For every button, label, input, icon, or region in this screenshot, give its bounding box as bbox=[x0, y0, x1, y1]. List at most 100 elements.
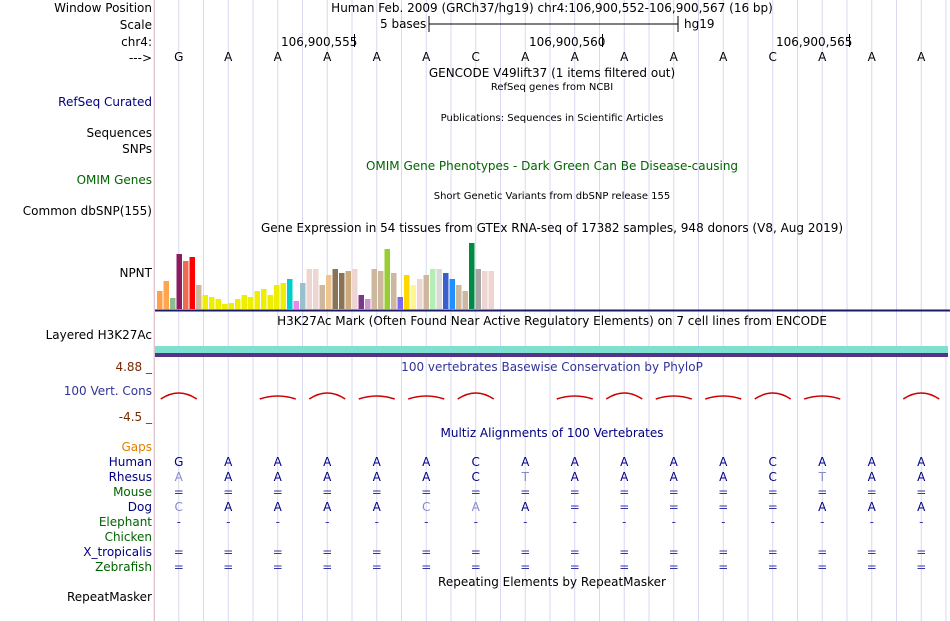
gtex-tissue-bar[interactable]: Esophagus - GE Junction bbox=[332, 269, 339, 309]
gtex-tissue-bar[interactable]: Fallopian Tube bbox=[352, 269, 358, 309]
gtex-tissue-bar[interactable]: Breast - Mammary Tissue bbox=[287, 279, 293, 309]
species-label[interactable]: Mouse bbox=[113, 485, 152, 499]
gtex-tissue-bar[interactable]: Pancreas bbox=[423, 275, 430, 309]
publications-track-title[interactable]: Publications: Sequences in Scientific Ar… bbox=[440, 113, 664, 124]
gtex-tissue-bar[interactable]: Brain - Cerebellar Hemisphere bbox=[222, 304, 228, 309]
species-label[interactable]: Zebrafish bbox=[95, 560, 152, 574]
alignment-cell: A bbox=[323, 500, 332, 514]
gtex-tissue-bar[interactable]: Heart - Left Ventricle bbox=[365, 299, 371, 309]
gtex-tissue-bar[interactable]: Brain - Cortex bbox=[235, 299, 241, 309]
gtex-gene-label[interactable]: NPNT bbox=[119, 266, 152, 280]
layered-h3k27ac-label[interactable]: Layered H3K27Ac bbox=[45, 328, 152, 342]
gtex-tissue-bar[interactable]: Cells - EBV lymphocytes bbox=[293, 301, 300, 309]
gtex-tissue-bar[interactable]: Brain - Cerebellum bbox=[228, 303, 235, 309]
gtex-tissue-bar[interactable]: Bladder bbox=[196, 285, 202, 309]
gtex-tissue-bar[interactable]: Esophagus - Muscularis bbox=[345, 271, 352, 309]
gtex-tissue-bar[interactable]: Cells - Fibroblasts bbox=[300, 283, 306, 309]
gtex-tissue-bar[interactable]: Ovary bbox=[417, 279, 423, 309]
h3k27ac-track-title[interactable]: H3K27Ac Mark (Often Found Near Active Re… bbox=[277, 314, 827, 328]
gtex-tissue-bar[interactable]: Spleen bbox=[462, 291, 469, 309]
sequences-label[interactable]: Sequences bbox=[86, 126, 152, 140]
gtex-tissue-bar[interactable]: Brain - Spinal cord bbox=[274, 285, 280, 309]
base-letter: A bbox=[521, 50, 530, 64]
alignment-cell: - bbox=[671, 515, 676, 529]
dbsnp-track-title[interactable]: Short Genetic Variants from dbSNP releas… bbox=[433, 191, 671, 202]
gtex-tissue-bar[interactable]: Brain - Putamen bbox=[267, 295, 274, 309]
gtex-tissue-bar[interactable]: Brain - Amygdala bbox=[202, 295, 209, 309]
common-dbsnp-label[interactable]: Common dbSNP(155) bbox=[22, 204, 152, 218]
multiz-track-title[interactable]: Multiz Alignments of 100 Vertebrates bbox=[440, 426, 664, 440]
gtex-tissue-bar[interactable]: Liver bbox=[384, 249, 391, 309]
gtex-tissue-bar[interactable]: Colon - Transverse bbox=[326, 275, 332, 309]
gtex-tissue-bar[interactable]: Artery - Aorta bbox=[176, 254, 183, 309]
gtex-tissue-bar[interactable]: Adipose - Visceral bbox=[163, 281, 170, 309]
vert-cons-label[interactable]: 100 Vert. Cons bbox=[63, 384, 152, 398]
gtex-tissue-bar[interactable]: Nerve - Tibial bbox=[410, 285, 417, 309]
gtex-tissue-bar[interactable]: Small Intestine bbox=[456, 285, 462, 309]
snps-label[interactable]: SNPs bbox=[122, 142, 152, 156]
gtex-tissue-bar[interactable]: Uterus bbox=[488, 271, 495, 309]
window-position-value[interactable]: Human Feb. 2009 (GRCh37/hg19) chr4:106,9… bbox=[331, 1, 773, 15]
gtex-tissue-bar[interactable]: Artery - Coronary bbox=[183, 261, 189, 309]
omim-track-title[interactable]: OMIM Gene Phenotypes - Dark Green Can Be… bbox=[365, 159, 739, 173]
gtex-tissue-bar[interactable]: Esophagus - Mucosa bbox=[339, 273, 345, 309]
gtex-tissue-bar[interactable]: Adrenal Gland bbox=[170, 298, 176, 309]
gtex-tissue-bar[interactable]: Stomach bbox=[469, 243, 475, 309]
species-label[interactable]: Elephant bbox=[98, 515, 152, 529]
alignment-cell: = bbox=[619, 545, 630, 559]
gtex-tissue-bar[interactable]: Muscle - Skeletal bbox=[404, 275, 410, 309]
gtex-tissue-bar[interactable]: Kidney - Cortex bbox=[371, 269, 378, 309]
gtex-tissue-bar[interactable]: Brain - Nucleus accumbens bbox=[261, 289, 267, 309]
gtex-tissue-bar[interactable]: Artery - Tibial bbox=[189, 257, 196, 309]
gtex-expression-chart[interactable]: Adipose - SubcutaneousAdipose - Visceral… bbox=[155, 235, 950, 313]
gaps-label[interactable]: Gaps bbox=[121, 440, 152, 454]
alignment-cell: - bbox=[473, 515, 478, 529]
phylop-track-title[interactable]: 100 vertebrates Basewise Conservation by… bbox=[401, 360, 703, 374]
repeatmasker-track-title[interactable]: Repeating Elements by RepeatMasker bbox=[438, 575, 666, 589]
species-label[interactable]: Chicken bbox=[104, 530, 152, 544]
gtex-tissue-bar[interactable]: Lung bbox=[391, 273, 397, 309]
gtex-tissue-bar[interactable]: Pituitary bbox=[430, 269, 436, 309]
alignment-cell: = bbox=[520, 545, 531, 559]
phylop-logo-track[interactable] bbox=[155, 375, 950, 425]
gtex-tissue-bar[interactable]: Minor Salivary Gland bbox=[397, 297, 404, 309]
gtex-tissue-bar[interactable]: Brain - Caudate bbox=[215, 299, 222, 309]
alignment-cell: A bbox=[570, 455, 579, 469]
gtex-tissue-bar[interactable]: Heart - Atrial Appendage bbox=[358, 295, 365, 309]
gtex-tissue-bar[interactable]: Cervix - Endocervix bbox=[313, 269, 319, 309]
gtex-tissue-bar[interactable]: Skin - Not Sun Exposed bbox=[443, 273, 449, 309]
gtex-tissue-bar[interactable]: Brain - Frontal Cortex bbox=[241, 295, 248, 309]
alignment-cell: A bbox=[224, 470, 233, 484]
alignment-cell: A bbox=[471, 500, 480, 514]
alignment-cell: A bbox=[174, 470, 183, 484]
gtex-tissue-bar[interactable]: Testis bbox=[475, 269, 482, 309]
species-label[interactable]: X_tropicalis bbox=[83, 545, 152, 559]
gtex-tissue-bar[interactable]: Skin - Sun Exposed bbox=[449, 279, 456, 309]
gtex-tissue-bar[interactable]: Brain - Hypothalamus bbox=[254, 291, 261, 309]
refseq-curated-label[interactable]: RefSeq Curated bbox=[58, 95, 152, 109]
gtex-tissue-bar[interactable]: Thyroid bbox=[482, 271, 488, 309]
gtex-tissue-bar[interactable]: Brain - ACC bbox=[209, 297, 215, 309]
phylop-score-mark bbox=[754, 392, 792, 400]
phylop-score-mark bbox=[308, 392, 346, 400]
gtex-tissue-bar[interactable]: Brain - Substantia nigra bbox=[280, 283, 287, 309]
phylop-score-mark bbox=[160, 392, 198, 400]
gtex-tissue-bar[interactable]: Kidney - Medulla bbox=[378, 271, 384, 309]
gtex-tissue-bar[interactable]: Cervix - Ectocervix bbox=[306, 269, 313, 309]
gencode-track-title[interactable]: GENCODE V49lift37 (1 items filtered out) bbox=[428, 66, 676, 80]
refseq-track-title[interactable]: RefSeq genes from NCBI bbox=[490, 82, 614, 93]
gtex-tissue-bar[interactable]: Adipose - Subcutaneous bbox=[157, 291, 163, 309]
omim-genes-label[interactable]: OMIM Genes bbox=[76, 173, 152, 187]
gtex-track-title[interactable]: Gene Expression in 54 tissues from GTEx … bbox=[260, 221, 844, 235]
species-label[interactable]: Rhesus bbox=[108, 470, 152, 484]
alignment-cell: = bbox=[173, 545, 184, 559]
repeatmasker-label[interactable]: RepeatMasker bbox=[66, 590, 152, 604]
gtex-tissue-bar[interactable]: Brain - Hippocampus bbox=[248, 297, 254, 309]
gtex-tissue-bar[interactable]: Colon - Sigmoid bbox=[319, 285, 326, 309]
species-label[interactable]: Human bbox=[108, 455, 152, 469]
gtex-tissue-bar[interactable]: Prostate bbox=[436, 269, 443, 309]
position-tick-label: 106,900,555 bbox=[281, 35, 358, 49]
alignment-cell: = bbox=[668, 560, 679, 574]
alignment-cell: = bbox=[322, 560, 333, 574]
species-label[interactable]: Dog bbox=[127, 500, 152, 514]
